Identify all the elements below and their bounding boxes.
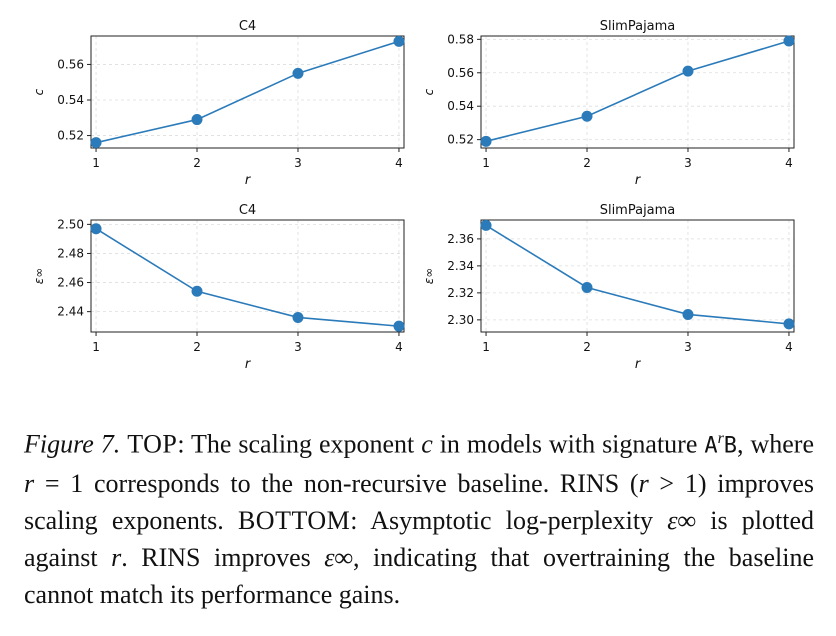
axes-frame — [90, 35, 405, 149]
y-tick-label: 2.48 — [57, 246, 84, 260]
x-tick-label: 3 — [684, 156, 692, 170]
y-axis-label: ε∞ — [32, 268, 46, 284]
caption-symbol-r: r — [24, 468, 35, 498]
caption-text: : Asymptotic log-perplexity — [350, 505, 668, 535]
axes-frame — [480, 35, 795, 149]
data-point — [783, 318, 795, 330]
x-tick-label: 4 — [785, 156, 793, 170]
y-tick-label: 0.52 — [57, 129, 84, 143]
caption-symbol-epsilon: ε∞ — [667, 505, 697, 535]
data-point — [581, 110, 593, 122]
caption-text: > 1) improves scaling exponents. — [24, 468, 814, 535]
y-tick-label: 0.52 — [447, 133, 474, 147]
subplot-3: 1 2 3 4 2.44 2.46 2.48 2.50 C4 r ε∞ — [32, 203, 405, 372]
caption-text: : The scaling exponent — [177, 429, 422, 459]
y-tick-label: 2.50 — [57, 217, 84, 231]
x-axis-label: r — [635, 173, 642, 188]
x-axis-label: r — [245, 357, 252, 372]
series-line — [485, 40, 790, 143]
data-point — [393, 35, 405, 47]
figure-caption: Figure 7. TOP: The scaling exponent c in… — [24, 420, 814, 613]
y-tick-label: 0.56 — [447, 66, 474, 80]
data-point — [292, 67, 304, 79]
y-axis-label: ε∞ — [422, 268, 436, 284]
y-tick-label: 0.54 — [57, 93, 84, 107]
y-tick-label: 0.54 — [447, 99, 474, 113]
y-axis-label: c — [422, 88, 436, 95]
caption-top-tag: TOP — [127, 429, 178, 459]
subplot-4: 1 2 3 4 2.30 2.32 2.34 2.36 SlimPajama r ε∞ — [422, 203, 795, 372]
caption-symbol-c: c — [421, 429, 433, 459]
subplot-title: SlimPajama — [600, 19, 676, 34]
x-tick-label: 3 — [684, 340, 692, 354]
data-point — [682, 308, 694, 320]
caption-signature-r: r — [717, 430, 724, 447]
x-tick-label: 1 — [92, 156, 100, 170]
y-tick-label: 2.32 — [447, 286, 474, 300]
data-point — [581, 281, 593, 293]
series-line — [485, 224, 790, 325]
caption-label: Figure 7. — [24, 429, 121, 459]
y-tick-label: 2.44 — [57, 305, 84, 319]
caption-text: , where — [737, 429, 814, 459]
data-point — [682, 65, 694, 77]
axes-frame — [90, 219, 405, 333]
x-axis-label: r — [635, 357, 642, 372]
figure-grid: 1 2 3 4 0.52 0.54 0.56 C4 r c 1 2 3 4 0.52 0.54 0.56 0.58… — [32, 19, 795, 372]
caption-signature-b: B — [723, 433, 738, 459]
subplot-title: SlimPajama — [600, 203, 676, 218]
x-tick-label: 4 — [395, 156, 403, 170]
series-line — [95, 228, 400, 327]
caption-text: , indicating that overtraining the basel… — [24, 542, 814, 609]
y-tick-label: 2.30 — [447, 313, 474, 327]
x-tick-label: 1 — [482, 340, 490, 354]
data-point — [191, 114, 203, 126]
data-point — [191, 285, 203, 297]
data-point — [480, 135, 492, 147]
caption-bottom-tag: BOTTOM — [237, 505, 351, 535]
data-point — [292, 311, 304, 323]
x-tick-label: 4 — [395, 340, 403, 354]
subplot-1: 1 2 3 4 0.52 0.54 0.56 C4 r c — [32, 19, 405, 188]
data-point — [480, 219, 492, 231]
y-axis-label: c — [32, 88, 46, 95]
y-tick-label: 2.34 — [447, 259, 474, 273]
caption-symbol-epsilon: ε∞ — [324, 542, 354, 572]
x-tick-label: 3 — [294, 156, 302, 170]
series-line — [95, 40, 400, 144]
subplot-2: 1 2 3 4 0.52 0.54 0.56 0.58 SlimPajama r c — [422, 19, 795, 188]
data-point — [90, 137, 102, 149]
x-tick-label: 2 — [583, 340, 591, 354]
data-point — [393, 320, 405, 332]
x-tick-label: 1 — [482, 156, 490, 170]
x-tick-label: 3 — [294, 340, 302, 354]
caption-text: in models with signature — [432, 429, 705, 459]
subplot-title: C4 — [239, 19, 256, 34]
caption-text: is plotted against — [24, 505, 814, 572]
x-tick-label: 2 — [583, 156, 591, 170]
y-tick-label: 0.58 — [447, 32, 474, 46]
y-tick-label: 2.46 — [57, 276, 84, 290]
y-tick-label: 2.36 — [447, 232, 474, 246]
x-tick-label: 4 — [785, 340, 793, 354]
caption-text: = 1 corresponds to the non-recursive bas… — [34, 468, 639, 498]
caption-symbol-r: r — [638, 468, 649, 498]
subplot-title: C4 — [239, 203, 256, 218]
data-point — [90, 223, 102, 235]
data-point — [783, 35, 795, 47]
x-axis-label: r — [245, 173, 252, 188]
x-tick-label: 2 — [193, 340, 201, 354]
caption-signature-a: A — [704, 433, 718, 459]
caption-text: . RINS improves — [121, 542, 325, 572]
y-tick-label: 0.56 — [57, 57, 84, 71]
axes-frame — [480, 219, 795, 333]
x-tick-label: 1 — [92, 340, 100, 354]
caption-symbol-r: r — [111, 542, 122, 572]
x-tick-label: 2 — [193, 156, 201, 170]
